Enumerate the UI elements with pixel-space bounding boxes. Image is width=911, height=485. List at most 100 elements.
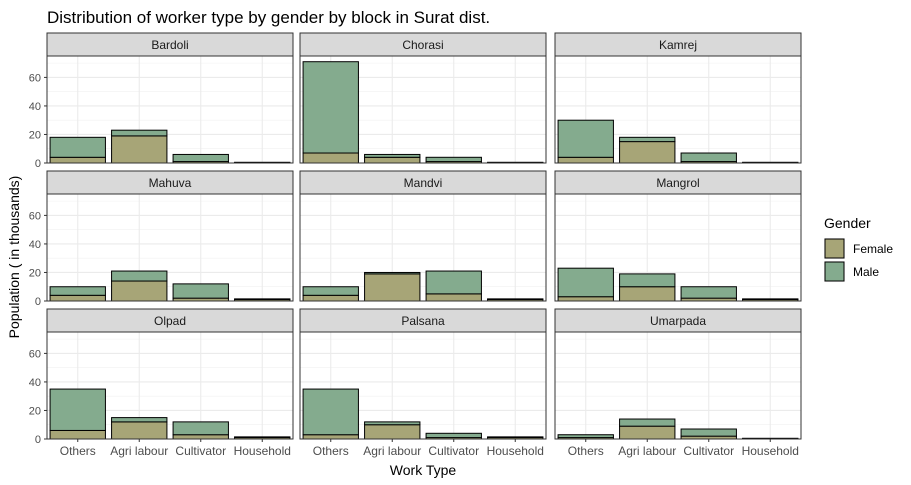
panel-border xyxy=(46,193,294,302)
panel-border xyxy=(299,331,547,440)
x-tick-label: Household xyxy=(487,444,544,458)
panel-border xyxy=(554,331,802,440)
bar-male xyxy=(302,388,359,436)
bar-male xyxy=(364,153,421,158)
panel-border xyxy=(46,55,294,164)
y-axis-title: Population ( in thousands) xyxy=(6,176,22,339)
bar-female xyxy=(49,156,106,164)
facet-panel-kamrej: Kamrej xyxy=(554,32,802,164)
legend-key-female xyxy=(824,238,845,259)
y-tick-label: 20 xyxy=(29,129,41,141)
facet-label: Chorasi xyxy=(402,38,443,52)
bar-female xyxy=(619,286,676,302)
facet-label: Bardoli xyxy=(151,38,188,52)
panel-background xyxy=(555,332,801,439)
x-tick-label: Agri labour xyxy=(618,444,676,458)
bar-male xyxy=(49,286,106,296)
panel-border xyxy=(299,193,547,302)
facet-panel-mandvi: Mandvi xyxy=(299,170,547,302)
panel-border xyxy=(299,55,547,164)
facet-label: Palsana xyxy=(401,314,445,328)
bar-female xyxy=(425,293,482,302)
legend-label-male: Male xyxy=(853,265,879,279)
legend: Gender Female Male xyxy=(824,215,893,282)
facet-panel-olpad: Olpad 0 20 40 60 Others Agri labour Cultivator H… xyxy=(29,308,294,458)
bar-female xyxy=(557,296,614,302)
y-tick-label: 40 xyxy=(29,377,41,389)
x-tick-label: Cultivator xyxy=(683,444,734,458)
bar-male xyxy=(557,434,614,439)
bar-male xyxy=(364,421,421,426)
facet-panel-chorasi: Chorasi xyxy=(299,32,547,164)
y-tick-label: 40 xyxy=(29,239,41,251)
bar-female xyxy=(619,141,676,164)
bar-male xyxy=(111,129,168,137)
panel-background xyxy=(300,194,546,301)
facet-label: Olpad xyxy=(154,314,186,328)
legend-key-male xyxy=(824,261,845,282)
bar-male xyxy=(619,418,676,427)
bar-male xyxy=(425,432,482,439)
bar-male xyxy=(680,286,737,299)
y-tick-label: 20 xyxy=(29,267,41,279)
bar-male xyxy=(111,417,168,423)
y-tick-label: 60 xyxy=(29,210,41,222)
bar-male xyxy=(302,61,359,154)
x-tick-label: Household xyxy=(234,444,291,458)
panel-border xyxy=(554,55,802,164)
bar-male xyxy=(172,283,229,299)
bar-male xyxy=(487,436,544,439)
y-tick-label: 0 xyxy=(35,434,41,446)
facet-panel-palsana: Palsana Others Agri labour Cultivator Househ… xyxy=(299,308,547,458)
bar-female xyxy=(111,421,168,440)
bar-female xyxy=(172,434,229,440)
bar-male xyxy=(742,298,799,301)
facet-panel-bardoli: Bardoli 0 20 40 60 xyxy=(29,32,294,170)
bar-male xyxy=(680,428,737,437)
x-tick-label: Agri labour xyxy=(363,444,421,458)
bar-female xyxy=(49,429,106,440)
y-tick-label: 60 xyxy=(29,348,41,360)
bar-female xyxy=(557,156,614,164)
y-tick-label: 0 xyxy=(35,158,41,170)
bar-female xyxy=(364,424,421,440)
bar-male xyxy=(619,273,676,288)
bar-male xyxy=(619,136,676,143)
facet-panel-umarpada: Umarpada Others Agri labour Cultivator House… xyxy=(554,308,802,458)
x-tick-label: Others xyxy=(313,444,349,458)
legend-label-female: Female xyxy=(853,242,893,256)
bar-female xyxy=(49,294,106,302)
bar-female xyxy=(111,135,168,164)
facet-label: Umarpada xyxy=(650,314,706,328)
facet-label: Mahuva xyxy=(149,176,192,190)
bar-male xyxy=(49,136,106,158)
chart-title: Distribution of worker type by gender by… xyxy=(47,8,490,27)
facet-panel-mangrol: Mangrol xyxy=(554,170,802,302)
legend-title: Gender xyxy=(824,215,871,231)
x-tick-label: Cultivator xyxy=(428,444,479,458)
facet-label: Mandvi xyxy=(404,176,443,190)
bar-male xyxy=(172,153,229,163)
bar-female xyxy=(302,152,359,164)
bar-male xyxy=(425,270,482,295)
x-tick-label: Cultivator xyxy=(175,444,226,458)
bar-male xyxy=(111,270,168,282)
bar-male xyxy=(364,271,421,275)
y-tick-label: 20 xyxy=(29,405,41,417)
x-axis-title: Work Type xyxy=(390,462,457,478)
bar-female xyxy=(302,434,359,440)
bar-male xyxy=(425,156,482,163)
bar-female xyxy=(111,280,168,302)
bar-female xyxy=(364,273,421,302)
bar-female xyxy=(302,294,359,302)
y-tick-label: 0 xyxy=(35,296,41,308)
bar-male xyxy=(557,119,614,158)
bar-male xyxy=(487,298,544,301)
bar-male xyxy=(49,388,106,431)
y-tick-label: 40 xyxy=(29,101,41,113)
facet-label: Kamrej xyxy=(659,38,697,52)
x-tick-label: Household xyxy=(742,444,799,458)
y-tick-label: 60 xyxy=(29,72,41,84)
